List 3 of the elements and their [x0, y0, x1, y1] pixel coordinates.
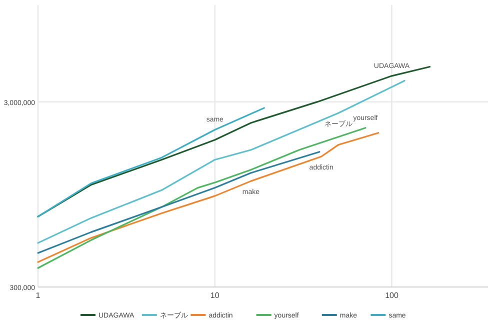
x-tick-label: 10 — [210, 291, 220, 300]
x-tick-label: 100 — [385, 291, 399, 300]
x-tick-label: 1 — [36, 291, 41, 300]
